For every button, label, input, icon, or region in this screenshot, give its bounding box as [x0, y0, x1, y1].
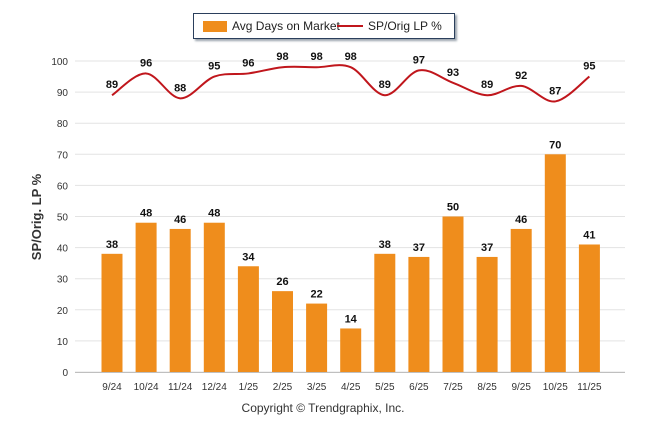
y-tick-label: 40	[57, 244, 69, 255]
bar	[169, 228, 191, 372]
bar-value-label: 26	[276, 276, 288, 288]
x-tick-label: 10/24	[134, 382, 159, 393]
line-value-label: 95	[583, 61, 595, 73]
bar	[476, 256, 498, 372]
line-value-label: 95	[208, 61, 220, 73]
y-tick-label: 0	[62, 368, 68, 379]
y-tick-label: 10	[57, 337, 69, 348]
y-tick-label: 100	[51, 57, 68, 68]
y-tick-label: 50	[57, 213, 69, 224]
y-tick-label: 70	[57, 150, 69, 161]
line-value-label: 89	[481, 79, 493, 91]
x-tick-label: 8/25	[477, 382, 497, 393]
bar-value-label: 22	[310, 289, 322, 301]
bar-value-label: 14	[345, 313, 358, 325]
grid-lines	[75, 60, 625, 373]
bar-value-label: 37	[481, 242, 493, 254]
x-tick-label: 10/25	[543, 382, 568, 393]
bar-series	[101, 154, 600, 372]
y-tick-label: 80	[57, 119, 69, 130]
bar-value-label: 48	[140, 208, 152, 220]
x-tick-label: 11/25	[577, 382, 602, 393]
x-tick-label: 9/24	[102, 382, 122, 393]
line-value-label: 96	[242, 57, 254, 69]
bar	[578, 244, 600, 372]
legend-label-days-on-market: Avg Days on Market	[232, 19, 340, 33]
bar	[442, 216, 464, 372]
bar-value-label: 41	[583, 229, 595, 241]
y-tick-label: 60	[57, 181, 69, 192]
bar-value-label: 46	[515, 214, 527, 226]
y-tick-label: 30	[57, 275, 69, 286]
x-tick-label: 3/25	[307, 382, 327, 393]
bar-value-label: 38	[379, 239, 391, 251]
legend-label-sp-orig-lp: SP/Orig LP %	[368, 19, 442, 33]
bar	[306, 303, 328, 372]
line-value-label: 88	[174, 82, 186, 94]
x-tick-label: 1/25	[239, 382, 259, 393]
x-tick-label: 9/25	[511, 382, 531, 393]
bar-value-label: 70	[549, 139, 561, 151]
line-series	[111, 64, 591, 103]
line-value-label: 98	[345, 51, 357, 63]
x-tick-labels: 9/24 10/24 11/24 12/24 1/25 2/25 3/25 4/25 5/25 6…	[102, 382, 602, 393]
line-data-labels: 89 96 88 95 96 98 98 98 89 97 93 89 92 87 95	[106, 51, 596, 97]
bar-value-label: 38	[106, 239, 118, 251]
y-axis-label: SP/Orig. LP %	[29, 173, 44, 260]
bar	[135, 222, 157, 372]
copyright-footer: Copyright © Trendgraphix, Inc.	[241, 401, 405, 415]
line-value-label: 89	[106, 79, 118, 91]
x-tick-label: 2/25	[273, 382, 293, 393]
y-tick-label: 90	[57, 88, 69, 99]
bar	[272, 291, 293, 372]
y-tick-label: 20	[57, 306, 69, 317]
bar-value-label: 37	[413, 242, 425, 254]
bar	[237, 266, 259, 372]
x-tick-label: 4/25	[341, 382, 361, 393]
bar-value-label: 50	[447, 202, 459, 214]
legend: Avg Days on Market SP/Orig LP %	[193, 13, 455, 39]
line-value-label: 98	[276, 51, 288, 63]
bar	[101, 253, 123, 372]
x-tick-label: 11/24	[168, 382, 193, 393]
bar-value-label: 48	[208, 208, 220, 220]
bar	[203, 222, 225, 372]
bar-value-label: 46	[174, 214, 186, 226]
x-tick-label: 12/24	[202, 382, 227, 393]
bar	[510, 228, 532, 372]
bar	[544, 154, 566, 372]
bar	[340, 328, 362, 372]
line-value-label: 93	[447, 67, 459, 79]
line-value-label: 87	[549, 85, 561, 97]
bar	[374, 253, 396, 372]
line-value-label: 98	[310, 51, 322, 63]
line-value-label: 96	[140, 57, 152, 69]
line-value-label: 97	[413, 54, 425, 66]
x-tick-label: 7/25	[443, 382, 463, 393]
bar-data-labels: 38 48 46 48 34 26 22 14 38 37 50 37 46 70 41	[106, 139, 596, 325]
x-tick-label: 5/25	[375, 382, 395, 393]
line-value-label: 92	[515, 70, 527, 82]
legend-swatch-bars	[203, 21, 227, 32]
bar-value-label: 34	[242, 251, 255, 263]
x-tick-label: 6/25	[409, 382, 429, 393]
y-tick-labels: 0 10 20 30 40 50 60 70 80 90 100	[51, 57, 68, 379]
legend-swatch-line	[337, 25, 363, 27]
bar	[408, 256, 430, 372]
line-value-label: 89	[379, 79, 391, 91]
